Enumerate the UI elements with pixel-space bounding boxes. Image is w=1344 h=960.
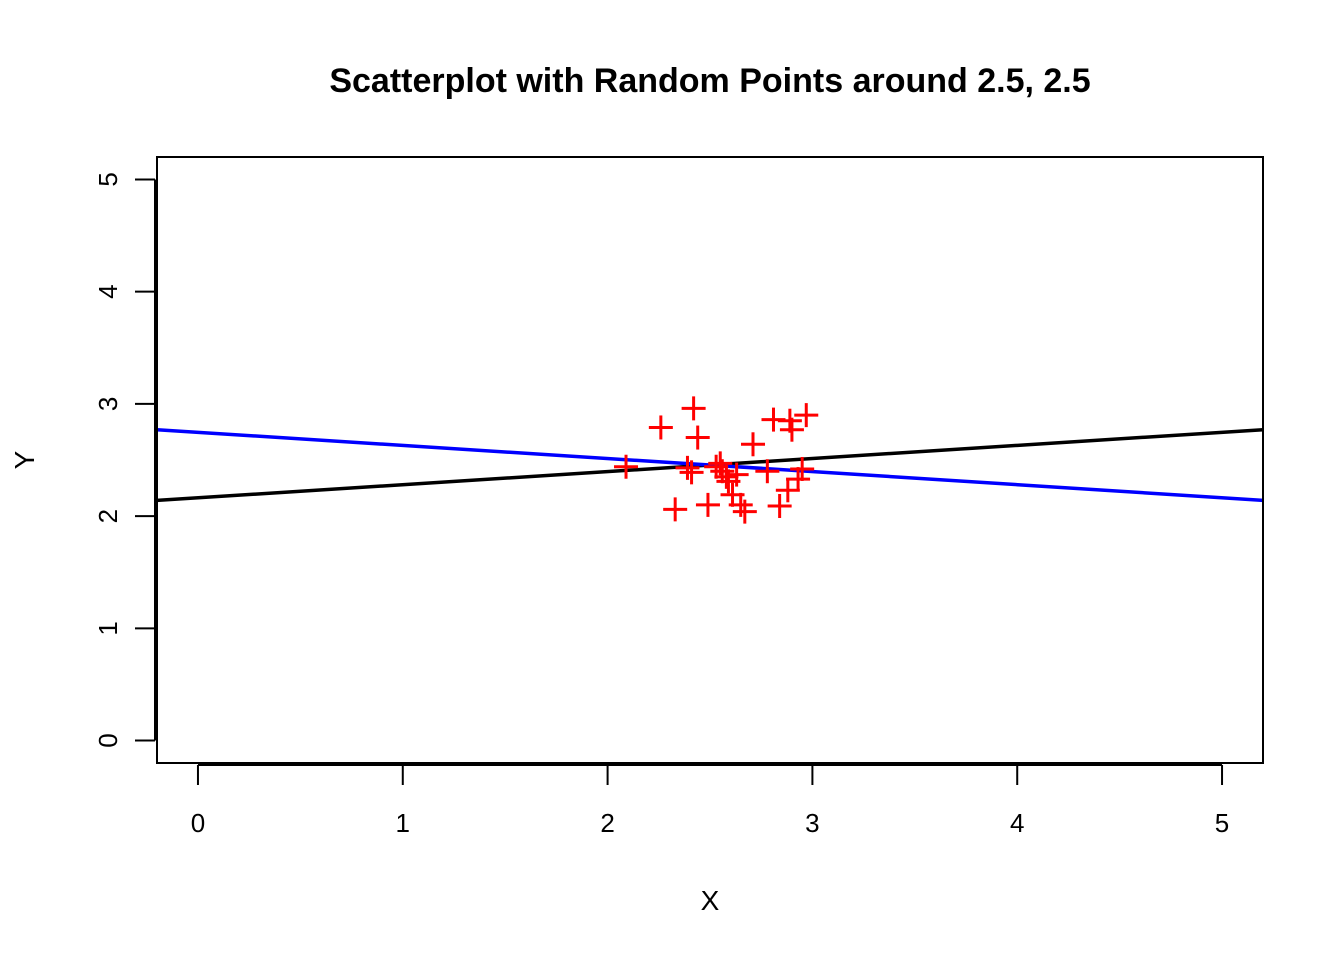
y-axis-label: Y (9, 450, 40, 469)
data-point (648, 415, 673, 440)
y-tick-label: 0 (93, 733, 123, 747)
data-point (724, 462, 749, 487)
data-point (790, 456, 815, 481)
x-tick-label: 5 (1215, 808, 1229, 838)
data-point (681, 396, 706, 421)
data-point (786, 467, 811, 492)
data-point (779, 417, 804, 442)
data-point (794, 403, 819, 428)
x-axis: 0 1 2 3 4 5 (191, 764, 1229, 838)
data-point (695, 492, 720, 517)
data-point (710, 459, 735, 484)
x-axis-label: X (701, 885, 720, 916)
regression-lines (157, 427, 1263, 503)
plot-frame (156, 156, 1264, 764)
data-point (675, 455, 700, 480)
data-point (767, 494, 792, 519)
x-tick-label: 2 (600, 808, 614, 838)
data-point (663, 497, 688, 522)
x-tick-label: 3 (805, 808, 819, 838)
chart-title: Scatterplot with Random Points around 2.… (329, 62, 1090, 100)
y-tick-label: 4 (93, 284, 123, 298)
data-point (775, 478, 800, 503)
x-tick-label: 4 (1010, 808, 1024, 838)
data-point (614, 454, 639, 479)
data-point (755, 459, 780, 484)
data-point (685, 425, 710, 450)
data-point (704, 454, 729, 479)
data-points (614, 396, 819, 524)
y-tick-label: 3 (93, 397, 123, 411)
y-axis: 0 1 2 3 4 5 (93, 172, 156, 748)
y-tick-label: 1 (93, 621, 123, 635)
line-1 (157, 427, 1263, 503)
x-tick-label: 1 (396, 808, 410, 838)
data-point (714, 464, 739, 489)
data-point (679, 460, 704, 485)
y-tick-label: 5 (93, 172, 123, 186)
x-tick-label: 0 (191, 808, 205, 838)
data-point (732, 499, 757, 524)
data-point (741, 432, 766, 457)
y-tick-label: 2 (93, 509, 123, 523)
